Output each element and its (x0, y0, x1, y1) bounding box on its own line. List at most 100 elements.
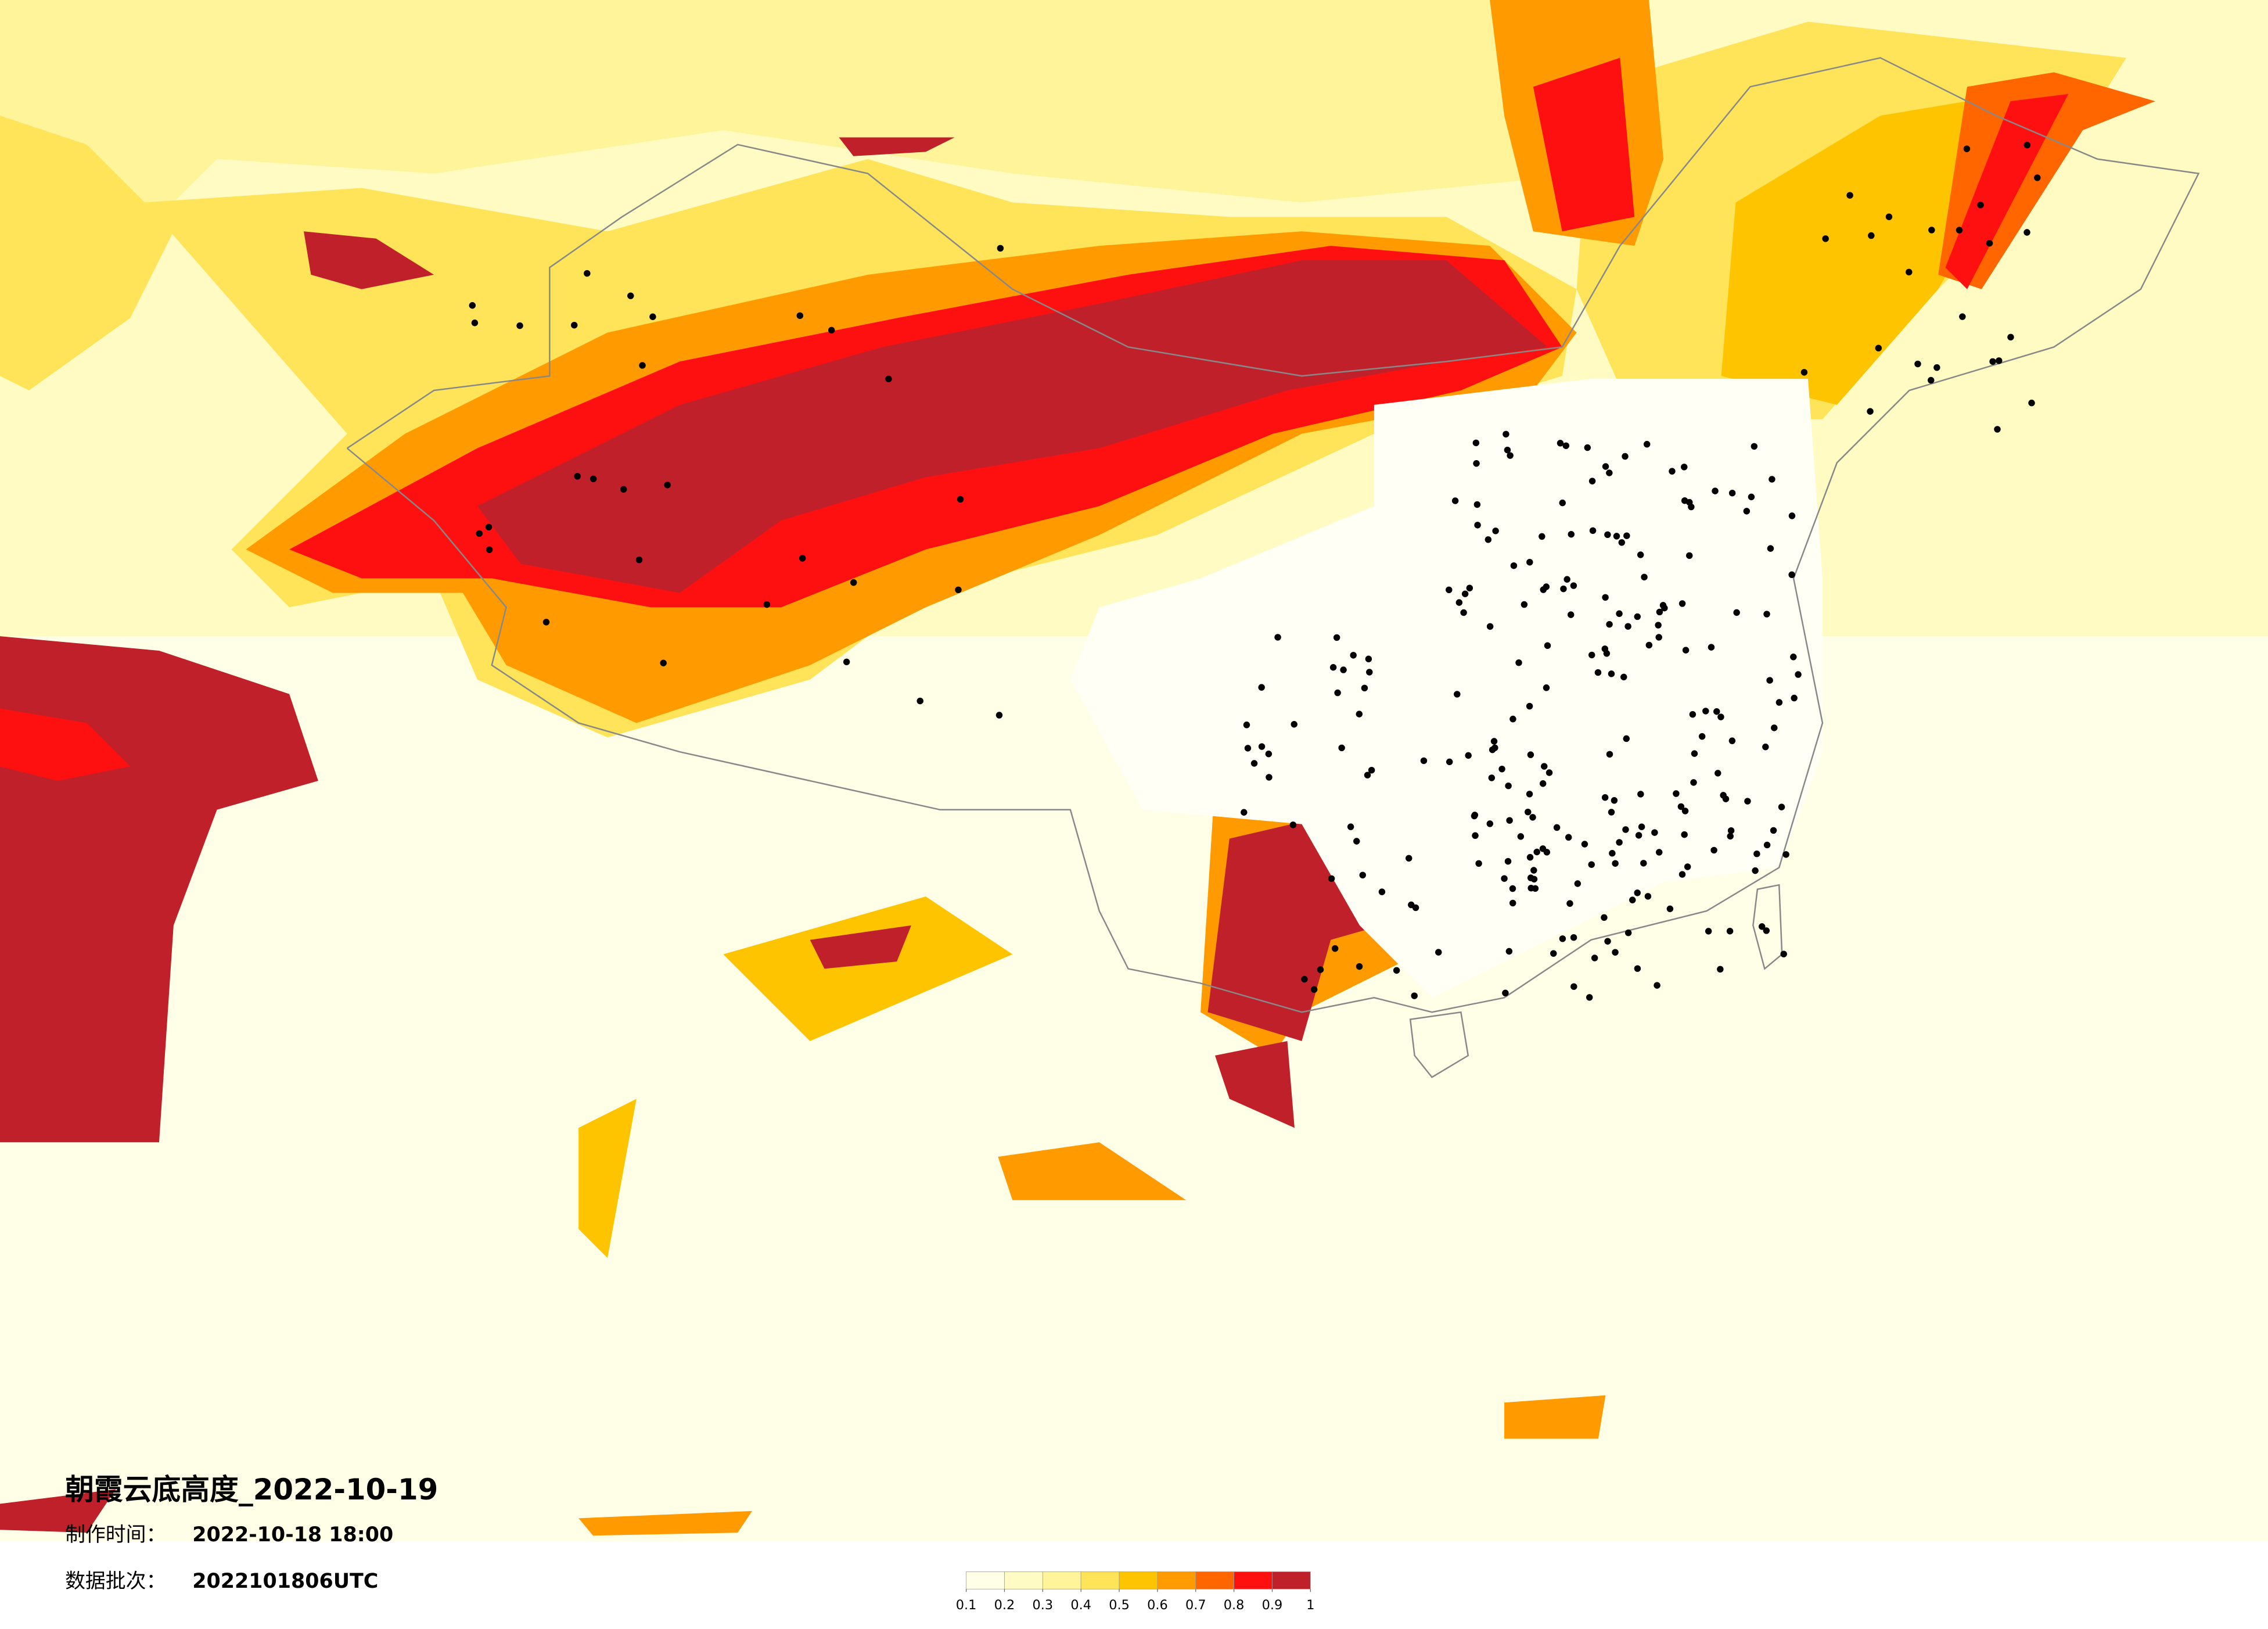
legend-tick-label: 0.2 (994, 1598, 1015, 1613)
city-dot (1474, 522, 1481, 529)
city-dot (1684, 863, 1691, 870)
city-dot (1996, 357, 2003, 364)
city-dot (1509, 899, 1516, 907)
city-dot (571, 321, 578, 329)
city-dot (1705, 928, 1712, 935)
city-dot (1763, 611, 1770, 618)
city-dot (1655, 622, 1662, 629)
city-dot (1689, 711, 1696, 718)
city-dot (1959, 313, 1966, 320)
city-dot (1654, 982, 1660, 989)
map-field (0, 0, 2268, 1542)
city-dot (1634, 613, 1641, 620)
city-dot (1624, 929, 1632, 937)
city-dot (2023, 229, 2030, 236)
city-dot (1690, 779, 1697, 786)
city-dot (1521, 601, 1528, 608)
city-dot (1678, 600, 1686, 607)
city-dot (1963, 145, 1971, 152)
city-dot (1677, 803, 1685, 810)
city-dot (574, 473, 581, 480)
legend-tick-label: 0.7 (1185, 1598, 1206, 1613)
city-dot (1460, 609, 1467, 616)
city-dot (1655, 849, 1663, 856)
city-dot (1570, 934, 1577, 941)
city-dot (485, 523, 493, 531)
city-dot (1717, 713, 1724, 720)
city-dot (1475, 860, 1482, 867)
city-dot (1763, 927, 1770, 934)
legend-swatch (1195, 1571, 1234, 1589)
legend-swatch (1157, 1571, 1196, 1589)
city-dot (1378, 888, 1386, 895)
city-dot (1525, 808, 1532, 816)
legend-swatch (1119, 1571, 1158, 1589)
city-dot (1258, 684, 1265, 691)
city-dot (850, 579, 857, 586)
city-dot (1243, 722, 1250, 729)
city-dot (1659, 602, 1667, 609)
city-dot (1733, 609, 1740, 616)
city-dot (664, 482, 671, 489)
city-dot (1340, 666, 1347, 673)
production-time-label: 制作时间： (65, 1523, 166, 1547)
city-dot (1492, 528, 1499, 534)
city-dot (1334, 689, 1341, 697)
city-dot (1530, 867, 1537, 874)
city-dot (1365, 655, 1372, 662)
city-dot (1574, 880, 1582, 887)
city-dot (1527, 884, 1534, 892)
city-dot (1472, 439, 1480, 447)
city-dot (1526, 558, 1533, 566)
city-dot (1906, 268, 1913, 276)
city-dot (1702, 708, 1709, 715)
city-dot (1822, 235, 1829, 242)
city-dot (1544, 642, 1551, 650)
city-dot (1317, 966, 1324, 973)
city-dot (1472, 832, 1479, 839)
city-dot (1506, 817, 1513, 824)
city-dot (1258, 743, 1266, 750)
city-dot (1543, 849, 1551, 856)
city-dot (1533, 848, 1540, 856)
city-dot (1505, 948, 1513, 955)
city-dot (1681, 464, 1688, 471)
city-dot (1588, 861, 1595, 868)
city-dot (1485, 536, 1492, 543)
city-dot (1584, 444, 1591, 451)
legend-tick-label: 0.8 (1224, 1598, 1245, 1613)
city-dot (796, 312, 804, 320)
city-dot (1601, 914, 1608, 921)
city-dot (639, 362, 646, 369)
city-dot (1545, 769, 1553, 776)
city-dot (1606, 751, 1613, 758)
land-clear-region (1070, 379, 1823, 998)
city-dots (469, 142, 2041, 1001)
city-dot (1244, 745, 1252, 752)
city-dot (1717, 966, 1724, 973)
city-dot (1727, 827, 1735, 834)
city-dot (1560, 585, 1567, 593)
city-dot (1710, 846, 1717, 854)
city-dot (1782, 851, 1789, 858)
city-dot (1393, 967, 1400, 974)
city-dot (1291, 721, 1297, 728)
city-dot (1586, 994, 1593, 1001)
city-dot (1611, 797, 1618, 804)
city-dot (1638, 823, 1645, 830)
city-dot (1708, 644, 1715, 651)
city-dot (1644, 893, 1652, 900)
city-dot (1529, 814, 1536, 821)
city-dot (957, 496, 964, 503)
legend: 0.1 0.2 0.3 0.4 0.5 0.6 0.7 0.8 0.9 1 (956, 1571, 1314, 1613)
city-dot (1446, 586, 1453, 594)
city-dot (1550, 950, 1557, 957)
city-dot (1606, 620, 1613, 628)
city-dot (1977, 202, 1984, 209)
city-dot (1634, 889, 1641, 896)
legend-tick-label: 1 (1306, 1598, 1314, 1613)
city-dot (1539, 780, 1547, 787)
city-dot (1353, 838, 1360, 845)
city-dot (1612, 860, 1619, 867)
legend-swatch (966, 1571, 1005, 1589)
